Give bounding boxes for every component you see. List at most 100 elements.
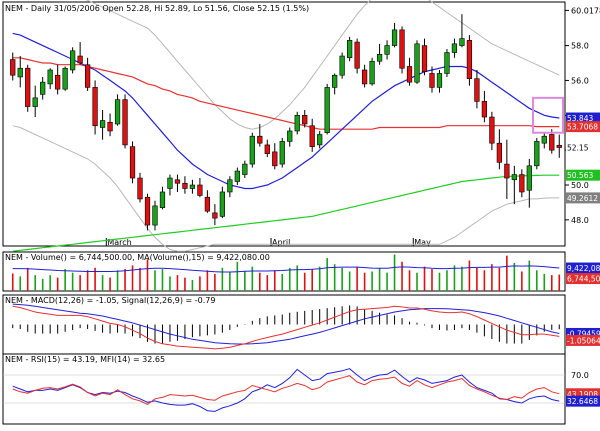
price-value-tag: 52.15 <box>567 144 589 153</box>
candle-body <box>92 87 98 127</box>
candle-body <box>421 45 428 73</box>
candle-body <box>279 141 285 165</box>
bollinger-lower-line <box>12 125 560 252</box>
candle-body <box>376 53 383 62</box>
price-value-tag-bg <box>566 192 600 204</box>
candle-body <box>107 121 113 132</box>
candle-body <box>84 64 91 88</box>
candle-body <box>219 191 225 217</box>
price-y-tick-label: 56.0 <box>571 76 589 85</box>
candle-body <box>227 179 233 193</box>
candle-body <box>369 60 375 85</box>
pane-frame-0 <box>2 1 566 247</box>
candle-body <box>474 78 480 102</box>
candle-body <box>302 114 308 125</box>
candle-body <box>47 69 53 85</box>
candle-body <box>99 120 106 128</box>
candle-body <box>167 177 173 189</box>
volume-ma-tag-bg <box>566 262 600 274</box>
candle-body <box>137 177 143 200</box>
candle-body <box>436 73 443 88</box>
rsi-y-tick-label: 70.0 <box>571 371 589 380</box>
candle-body <box>384 45 390 55</box>
macd-value-tag-bg <box>566 334 600 346</box>
pane-frame-1 <box>2 251 566 292</box>
price-y-tick-label: 60.0178 <box>571 6 600 15</box>
price-value-tag-bg <box>566 112 600 124</box>
candle-body <box>204 196 211 212</box>
price-value-tag: 49.2612 <box>567 194 598 203</box>
price-value-tag-bg <box>566 142 600 154</box>
candle-body <box>77 55 83 64</box>
price-value-tag: 50.563 <box>567 171 593 180</box>
mfi-value-tag-bg <box>566 395 600 407</box>
candle-body <box>391 29 398 46</box>
ma-green-line <box>12 174 560 252</box>
candle-body <box>70 50 76 71</box>
price-title: NEM - Daily 31/05/2006 Open 52.28, Hi 52… <box>5 4 309 13</box>
mfi-line <box>12 368 560 412</box>
bollinger-upper-line <box>85 0 560 130</box>
macd-signal-tag: -0.794596 <box>567 329 600 338</box>
candle-body <box>429 73 435 88</box>
candle-body <box>451 43 458 53</box>
candle-body <box>317 134 323 146</box>
candle-body <box>339 55 345 76</box>
candle-body <box>189 184 196 189</box>
candle-body <box>444 52 450 74</box>
candle-body <box>287 130 293 142</box>
candle-body <box>347 40 353 59</box>
price-value-tag: 53.843 <box>567 114 593 123</box>
candle-body <box>17 67 23 78</box>
volume-title: NEM - Volume() = 6,744,500.00, MA(Volume… <box>5 253 270 262</box>
candle-body <box>257 135 263 144</box>
macd-signal-line <box>12 303 560 345</box>
highlight-box <box>532 96 565 134</box>
candle-body <box>526 165 532 191</box>
rsi-title: NEM - RSI(15) = 43.19, MFI(14) = 32.65 <box>5 355 165 364</box>
candle-body <box>332 74 338 88</box>
candle-body <box>122 99 128 146</box>
mfi-value-tag: 32.6468 <box>567 397 598 406</box>
candle-body <box>556 144 562 148</box>
candle-body <box>55 74 61 90</box>
candle-body <box>25 67 31 107</box>
price-value-tag-bg <box>566 169 600 181</box>
candle-body <box>174 179 181 184</box>
macd-line <box>12 305 560 350</box>
candle-body <box>519 174 525 193</box>
candle-body <box>152 205 158 226</box>
candle-body <box>144 196 151 226</box>
candle-body <box>504 163 510 179</box>
volume-ma-line <box>12 265 560 273</box>
candle-body <box>466 40 473 79</box>
candle-body <box>32 97 38 107</box>
candle-body <box>399 29 405 69</box>
x-month-label: March <box>107 238 131 247</box>
pane-frame-3 <box>2 353 566 425</box>
volume-value-tag: 6,744,500 <box>567 275 600 284</box>
macd-title: NEM - MACD(12,26) = -1.05, Signal(12,26,… <box>5 296 215 305</box>
candle-body <box>294 114 300 132</box>
candle-body <box>406 66 413 83</box>
candle-body <box>242 163 248 175</box>
candle-body <box>249 135 255 165</box>
candle-body <box>511 174 517 181</box>
candle-body <box>234 170 240 182</box>
candle-body <box>534 141 540 167</box>
macd-signal-tag-bg <box>566 327 600 339</box>
price-y-tick-label: 58.0 <box>571 42 589 51</box>
candle-body <box>541 135 547 144</box>
ma-red-line <box>12 57 560 130</box>
volume-ma-tag: 9,422,080 <box>567 264 600 273</box>
candle-body <box>182 182 188 189</box>
price-value-tag-bg <box>566 121 600 133</box>
candle-body <box>354 41 360 69</box>
rsi-line <box>12 375 560 405</box>
x-month-label: May <box>414 238 431 247</box>
price-y-tick-label: 48.0 <box>571 216 589 225</box>
candle-body <box>62 67 68 90</box>
macd-value-tag: -1.05064 <box>567 336 600 345</box>
